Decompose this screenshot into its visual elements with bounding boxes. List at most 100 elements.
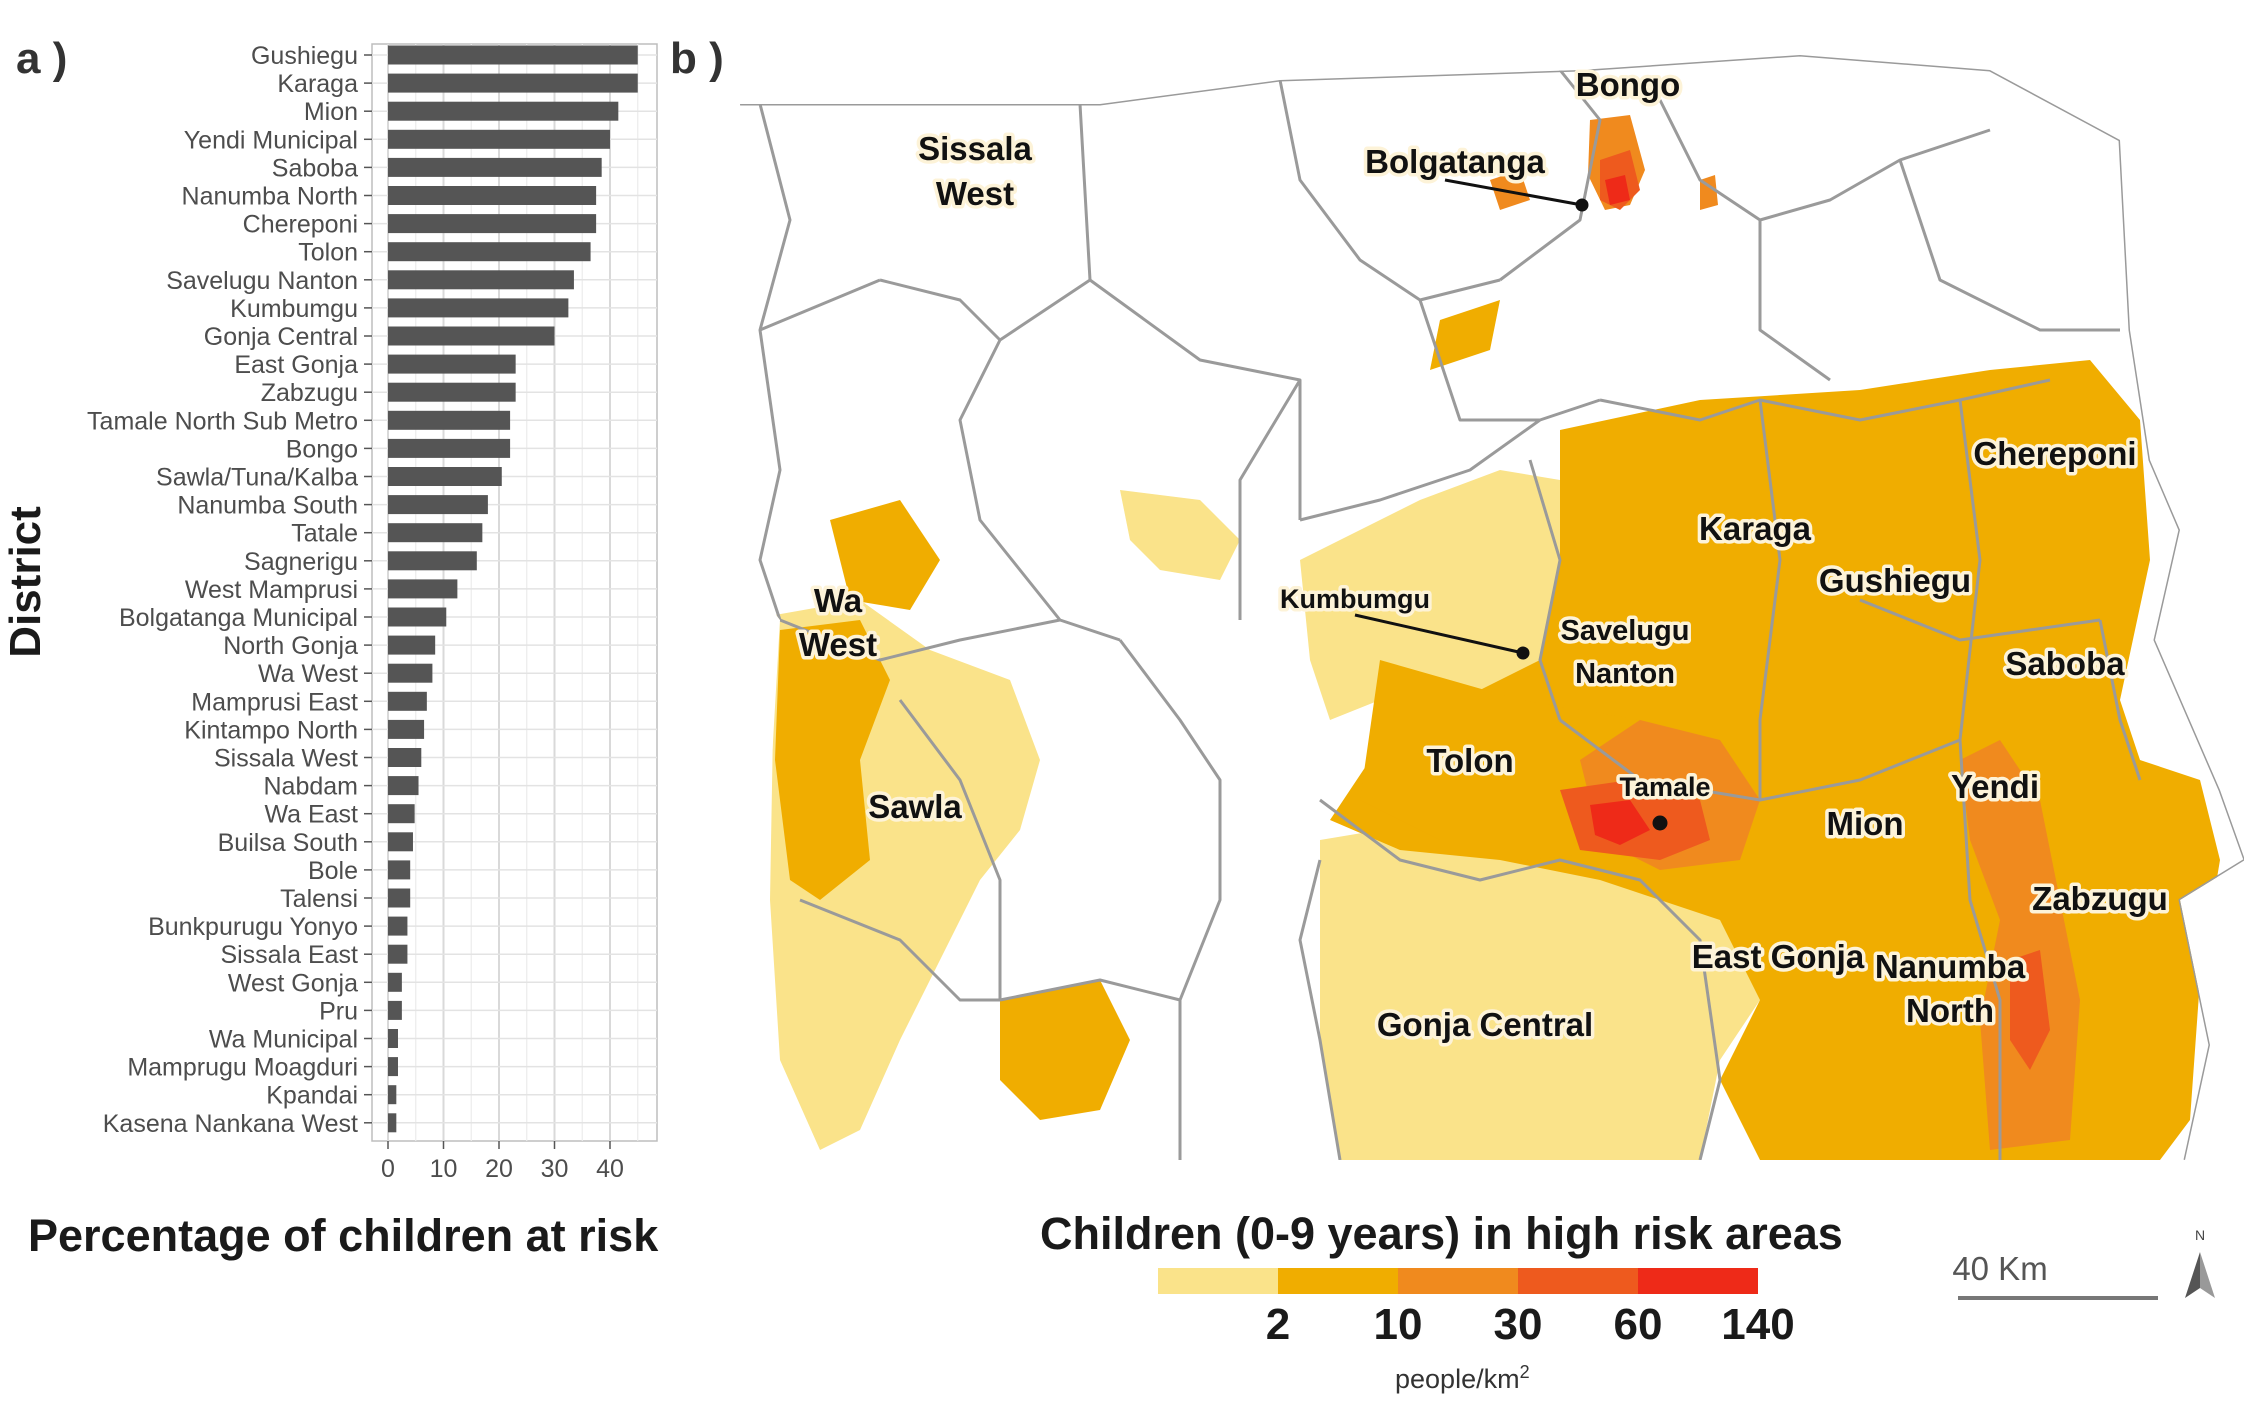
label-kumbumgu: Kumbumgu [1280, 584, 1430, 614]
legend-swatch [1398, 1268, 1518, 1294]
label-saboba: Saboba [2005, 645, 2125, 682]
category-label: Zabzugu [261, 379, 358, 407]
category-label: West Gonja [228, 969, 358, 997]
category-label: Sagnerigu [244, 548, 358, 576]
label-zabzugu: Zabzugu [2032, 880, 2168, 917]
bar [388, 186, 597, 205]
label-wa-west: Wa [814, 582, 863, 619]
label-gonja-central: Gonja Central [1377, 1006, 1593, 1043]
north-arrow: N [2185, 1227, 2215, 1298]
legend-tick-label: 30 [1493, 1300, 1543, 1349]
category-label: East Gonja [234, 351, 358, 379]
legend-unit: people/km2 [1395, 1362, 1530, 1395]
label-karaga: Karaga [1699, 510, 1812, 547]
y-axis-title: District [1, 506, 50, 658]
legend-title: Children (0-9 years) in high risk areas [1040, 1208, 1843, 1259]
x-axis-title: Percentage of children at risk [28, 1210, 659, 1261]
category-label: Tatale [291, 520, 358, 548]
label-gushiegu: Gushiegu [1819, 562, 1971, 599]
label-savelugu-nanton-2: Nanton [1575, 658, 1675, 690]
label-tamale: Tamale [1619, 772, 1710, 802]
category-label: Karaga [277, 70, 358, 98]
bar [388, 382, 516, 402]
label-chereponi: Chereponi [1973, 435, 2136, 472]
legend-color-bar [1158, 1268, 1758, 1294]
category-label: Mamprusi East [191, 688, 358, 716]
label-sissala-west: Sissala [918, 130, 1032, 167]
bar [388, 157, 602, 177]
category-label: Chereponi [243, 211, 358, 239]
label-nanumba-north-2: North [1906, 992, 1994, 1029]
legend-swatch [1518, 1268, 1638, 1294]
bar [388, 467, 502, 486]
label-bongo: Bongo [1576, 66, 1680, 103]
bar [388, 298, 569, 318]
category-label: Sawla/Tuna/Kalba [156, 464, 358, 492]
label-sawla: Sawla [868, 788, 962, 825]
category-label: Kintampo North [184, 716, 358, 744]
bar [388, 1113, 397, 1133]
bar [388, 916, 408, 936]
x-tick-label: 20 [485, 1155, 513, 1183]
bar [388, 214, 597, 234]
category-label: Pru [319, 997, 358, 1025]
legend-swatch [1278, 1268, 1398, 1294]
x-tick-label: 40 [596, 1155, 624, 1183]
bar [388, 944, 408, 964]
category-label: Gonja Central [204, 323, 358, 351]
bar [388, 1057, 398, 1077]
district-borders [740, 55, 2244, 1160]
x-tick-label: 30 [541, 1155, 569, 1183]
category-label: Yendi Municipal [184, 126, 358, 154]
category-label: Builsa South [218, 829, 358, 857]
bar [388, 579, 458, 599]
label-nanumba-north: Nanumba [1875, 948, 2026, 985]
category-label: Mion [304, 98, 358, 126]
bar [388, 326, 555, 346]
category-label: Tamale North Sub Metro [87, 407, 358, 435]
panel-a-letter: a ) [16, 34, 68, 83]
label-leaders [1354, 178, 1668, 831]
bar [388, 635, 436, 655]
bar [388, 607, 447, 627]
x-tick-label: 0 [381, 1155, 395, 1183]
bar [388, 495, 488, 515]
label-sissala-west-2: West [936, 175, 1014, 212]
label-tolon: Tolon [1426, 742, 1513, 779]
bar [388, 354, 516, 374]
bars-layer [388, 45, 638, 1133]
bar [388, 888, 411, 908]
label-east-gonja: East Gonja [1692, 938, 1865, 975]
legend-swatch [1638, 1268, 1758, 1294]
bar [388, 242, 591, 262]
bar [388, 551, 477, 571]
category-label: Bongo [286, 435, 358, 463]
category-label: West Mamprusi [185, 576, 358, 604]
district-labels: Sissala West Bongo Bolgatanga Chereponi … [795, 63, 2171, 1047]
bar [388, 73, 638, 93]
bar [388, 1085, 397, 1105]
category-label: Bole [308, 857, 358, 885]
bar [388, 129, 610, 149]
bar [388, 748, 422, 767]
label-mion: Mion [1827, 805, 1904, 842]
bar [388, 523, 483, 543]
scale-bar-label: 40 Km [1952, 1250, 2048, 1287]
category-label: Sissala East [220, 941, 358, 969]
panel-b-letter: b ) [670, 34, 724, 83]
legend-tick-label: 140 [1721, 1300, 1795, 1349]
bar [388, 1000, 402, 1020]
category-label: Talensi [280, 885, 358, 913]
label-wa-west-2: West [799, 626, 877, 663]
category-label: Kpandai [266, 1082, 358, 1110]
density-class-lt2 [770, 380, 2100, 1160]
bar [388, 860, 411, 880]
north-label: N [2195, 1227, 2205, 1243]
category-label: Wa West [258, 660, 358, 688]
bar [388, 663, 433, 683]
legend-tick-label: 2 [1265, 1300, 1291, 1349]
bar [388, 1029, 398, 1048]
bar [388, 832, 413, 852]
